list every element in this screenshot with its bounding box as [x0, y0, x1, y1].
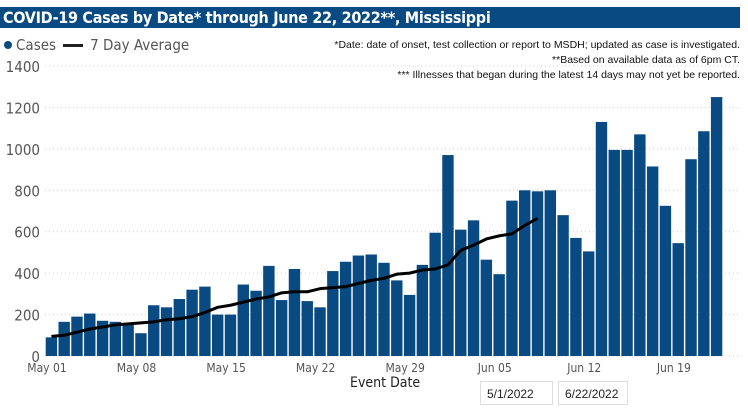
bar-may-02: [58, 321, 70, 356]
bar-jun-11: [570, 237, 582, 356]
seven-day-average-line: [51, 216, 539, 338]
legend-cases[interactable]: Cases: [16, 36, 57, 54]
bar-jun-16: [634, 134, 646, 356]
bar-jun-17: [646, 166, 659, 356]
chart-title: COVID-19 Cases by Date* through June 22,…: [0, 7, 740, 28]
start-date-input[interactable]: 5/1/2022: [480, 381, 553, 405]
bar-jun-19: [672, 243, 684, 356]
bar-may-19: [275, 300, 288, 356]
note-date: *Date: date of onset, test collection or…: [334, 39, 740, 51]
bar-may-25: [352, 255, 365, 356]
y-tick-label: 600: [14, 224, 40, 242]
bar-may-10: [160, 307, 173, 356]
x-tick-label: May 15: [206, 361, 245, 375]
bar-may-09: [148, 305, 160, 356]
bar-jun-15: [621, 149, 633, 356]
x-tick-label: Jun 19: [656, 361, 691, 375]
note-based: **Based on available data as of 6pm CT.: [552, 54, 740, 66]
y-tick-label: 0: [31, 348, 40, 366]
y-tick-label: 400: [14, 265, 40, 283]
footnotes: *Date: date of onset, test collection or…: [334, 38, 740, 83]
x-axis-label: Event Date: [350, 375, 421, 391]
x-tick-label: May 01: [27, 361, 66, 375]
bar-may-26: [365, 254, 377, 356]
y-tick-label: 200: [14, 307, 40, 325]
bar-may-03: [71, 316, 83, 356]
legend: Cases 7 Day Average: [4, 36, 189, 54]
average-legend-marker: [63, 43, 84, 47]
bar-may-23: [327, 271, 339, 356]
y-tick-label: 1200: [6, 99, 40, 117]
bar-may-11: [173, 299, 186, 356]
bar-may-31: [429, 232, 441, 356]
x-tick-label: Jun 12: [566, 361, 601, 375]
bar-may-13: [199, 286, 211, 356]
bar-may-22: [314, 307, 326, 356]
bar-may-01: [45, 337, 58, 356]
bar-may-14: [212, 314, 224, 356]
bar-jun-10: [557, 215, 569, 356]
bar-may-17: [250, 290, 262, 356]
bar-may-05: [96, 320, 109, 356]
bar-may-27: [378, 262, 390, 356]
bar-may-07: [122, 323, 134, 356]
x-tick-label: May 22: [296, 361, 335, 375]
bar-may-28: [391, 280, 403, 356]
y-tick-label: 1400: [6, 58, 40, 76]
bar-may-08: [135, 333, 147, 356]
bar-jun-14: [608, 149, 620, 356]
bar-may-29: [403, 294, 416, 356]
bar-may-06: [109, 321, 122, 356]
bar-jun-13: [595, 121, 608, 356]
bar-may-12: [186, 289, 198, 356]
bar-may-24: [339, 261, 352, 356]
bar-jun-18: [659, 205, 672, 356]
bar-may-15: [224, 314, 237, 356]
bar-jun-03: [467, 220, 480, 356]
bar-may-21: [301, 301, 313, 356]
bar-jun-12: [582, 251, 595, 356]
bar-jun-22: [710, 97, 723, 357]
bar-jun-21: [698, 131, 710, 356]
y-tick-label: 1000: [6, 141, 40, 159]
end-date-input[interactable]: 6/22/2022: [558, 381, 628, 405]
bar-jun-09: [544, 190, 556, 356]
bar-may-16: [237, 284, 249, 356]
legend-7-day-average[interactable]: 7 Day Average: [90, 36, 190, 54]
bar-may-18: [263, 265, 275, 356]
bar-jun-02: [455, 229, 467, 356]
bar-jun-06: [506, 200, 518, 356]
bar-may-20: [288, 269, 301, 356]
bar-jun-20: [685, 159, 697, 356]
bar-jun-07: [519, 190, 531, 356]
cases-legend-marker: [4, 41, 12, 49]
bar-jun-05: [493, 274, 505, 356]
x-tick-label: May 08: [117, 361, 157, 375]
x-tick-label: Jun 05: [477, 361, 512, 375]
bar-jun-04: [480, 259, 493, 356]
x-tick-label: May 29: [385, 361, 425, 375]
note-illnesses: *** Illnesses that began during the late…: [397, 69, 740, 81]
bar-may-04: [84, 313, 96, 356]
bar-jun-08: [531, 191, 544, 356]
bar-jun-01: [442, 155, 454, 356]
bar-may-30: [416, 264, 429, 356]
y-tick-label: 800: [14, 182, 40, 200]
